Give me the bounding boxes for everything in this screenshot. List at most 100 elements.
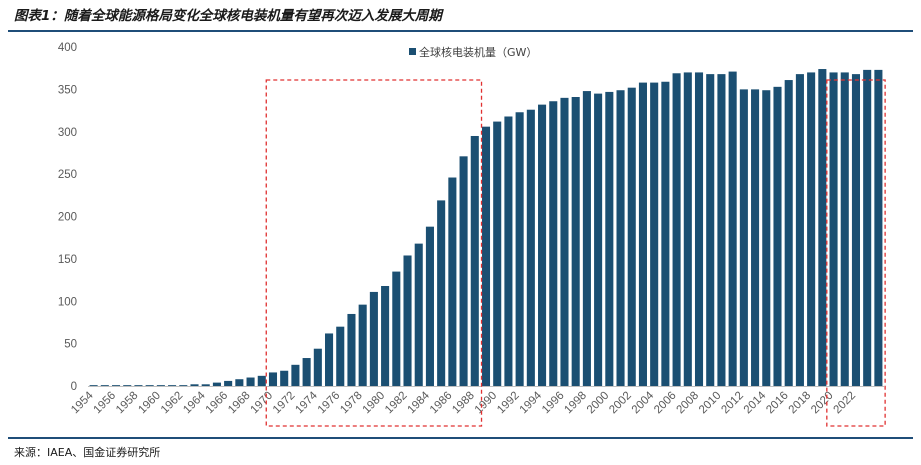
bar xyxy=(683,72,692,387)
x-tick-label: 2012 xyxy=(719,390,746,417)
bar xyxy=(403,255,412,386)
y-tick-label: 200 xyxy=(58,212,77,224)
bar xyxy=(302,358,311,386)
y-tick-label: 50 xyxy=(64,339,77,351)
bar xyxy=(268,372,278,386)
bar xyxy=(235,379,244,386)
highlight-box xyxy=(826,79,886,427)
bar xyxy=(661,81,670,386)
bar xyxy=(728,71,737,386)
x-axis: 1954195619581960196219641966196819701972… xyxy=(69,389,858,416)
bar xyxy=(515,112,524,386)
legend-label: 全球核电装机量（GW） xyxy=(419,45,537,59)
bar xyxy=(773,86,782,387)
bar xyxy=(257,375,266,386)
bar xyxy=(694,72,704,387)
x-tick-label: 1996 xyxy=(540,390,567,417)
bar xyxy=(459,156,468,386)
x-tick-label: 1998 xyxy=(562,390,589,417)
bar xyxy=(123,385,132,386)
x-tick-label: 1988 xyxy=(450,390,477,417)
bar xyxy=(784,80,793,387)
y-tick-label: 150 xyxy=(58,254,77,266)
x-tick-label: 1960 xyxy=(136,390,163,417)
x-tick-label: 1958 xyxy=(114,390,141,417)
x-tick-label: 1984 xyxy=(405,389,432,416)
bar xyxy=(358,304,367,386)
x-tick-label: 1980 xyxy=(361,390,388,417)
bar xyxy=(246,377,255,386)
x-tick-label: 1976 xyxy=(316,390,343,417)
bar xyxy=(818,69,827,386)
bar xyxy=(672,73,681,387)
x-tick-label: 1954 xyxy=(69,389,96,416)
bar xyxy=(134,385,143,386)
bar xyxy=(179,385,188,386)
bar xyxy=(795,74,804,387)
bar xyxy=(526,109,535,386)
bar xyxy=(425,226,434,386)
bar xyxy=(201,384,210,386)
bar xyxy=(481,126,491,386)
bar xyxy=(392,271,401,386)
bar xyxy=(638,82,647,386)
bar xyxy=(414,243,423,386)
bar xyxy=(594,93,603,387)
bar xyxy=(347,313,356,386)
x-tick-label: 2022 xyxy=(832,390,859,417)
highlight-boxes xyxy=(265,79,886,427)
x-tick-label: 2004 xyxy=(630,389,657,416)
y-tick-label: 400 xyxy=(58,42,77,54)
y-axis: 0 50 100 150 200 250 300 350 400 xyxy=(58,42,77,393)
x-tick-label: 1970 xyxy=(249,390,276,417)
y-tick-label: 350 xyxy=(58,84,77,96)
bar xyxy=(280,370,289,386)
bar xyxy=(739,89,748,386)
x-tick-label: 1966 xyxy=(204,390,231,417)
bar xyxy=(313,348,322,386)
x-tick-label: 2014 xyxy=(742,389,769,416)
x-tick-label: 1986 xyxy=(428,390,455,417)
bar xyxy=(291,364,300,386)
highlight-box xyxy=(265,79,483,427)
bar-series xyxy=(89,69,883,387)
bar xyxy=(145,385,154,386)
x-tick-label: 1962 xyxy=(159,390,186,417)
x-tick-label: 1956 xyxy=(92,390,119,417)
bar xyxy=(829,72,838,387)
x-tick-label: 2018 xyxy=(787,390,814,417)
bar xyxy=(100,385,109,386)
y-tick-label: 0 xyxy=(71,381,77,393)
x-tick-label: 2006 xyxy=(652,390,679,417)
bar xyxy=(560,97,569,386)
bar xyxy=(493,121,502,386)
bar xyxy=(448,177,457,386)
x-tick-label: 1978 xyxy=(338,390,365,417)
y-tick-label: 300 xyxy=(58,127,77,139)
bar xyxy=(717,74,726,387)
bar xyxy=(706,74,715,387)
x-tick-label: 2016 xyxy=(764,390,791,417)
bar xyxy=(470,135,479,386)
top-divider xyxy=(8,30,913,32)
bar xyxy=(168,385,177,386)
legend-swatch xyxy=(409,48,416,55)
bar xyxy=(762,90,771,386)
legend: 全球核电装机量（GW） xyxy=(409,45,537,59)
x-tick-label: 1994 xyxy=(518,389,545,416)
bar xyxy=(751,89,760,386)
bar xyxy=(650,82,659,386)
bar xyxy=(381,285,390,386)
bar xyxy=(437,200,446,386)
x-tick-label: 1982 xyxy=(383,390,410,417)
bar xyxy=(807,72,816,387)
bar xyxy=(605,91,614,386)
x-tick-label: 1974 xyxy=(293,389,320,416)
bar xyxy=(190,384,199,386)
figure-title: 图表1：随着全球能源格局变化全球核电装机量有望再次迈入发展大周期 xyxy=(14,8,442,24)
x-tick-label: 2000 xyxy=(585,390,612,417)
bar xyxy=(325,333,334,386)
x-tick-label: 2020 xyxy=(809,390,836,417)
x-tick-label: 2010 xyxy=(697,390,724,417)
